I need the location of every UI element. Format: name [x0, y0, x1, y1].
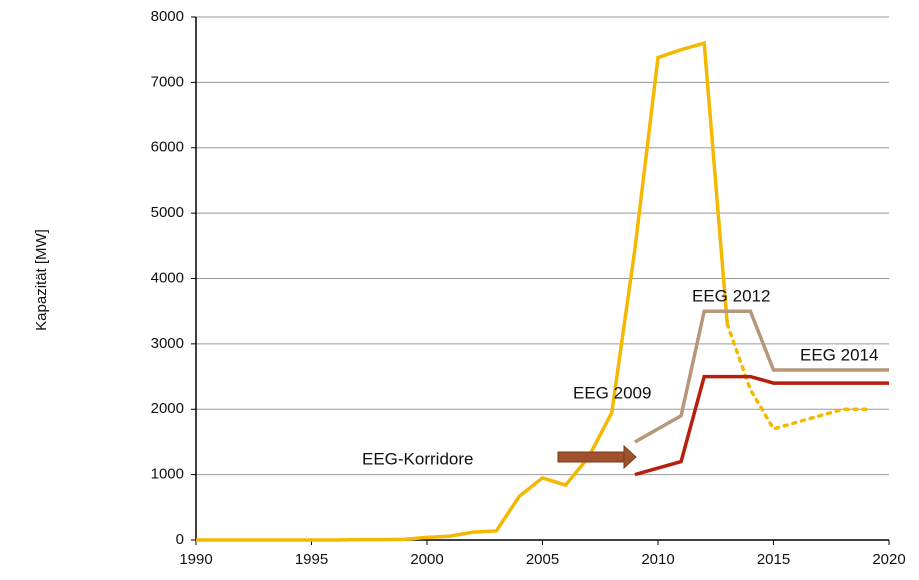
y-tick-label: 6000 — [151, 139, 184, 156]
y-tick-label: 0 — [176, 531, 184, 548]
x-tick-label: 2015 — [757, 551, 790, 568]
line-series — [634, 374, 889, 477]
y-tick-label: 2000 — [151, 400, 184, 417]
y-tick-label: 8000 — [151, 8, 184, 25]
x-tick-label: 1990 — [179, 551, 212, 568]
y-tick-label: 7000 — [151, 73, 184, 90]
annotation: EEG 2012 — [692, 286, 770, 305]
x-tick-label: 2020 — [872, 551, 905, 568]
arrow-body — [557, 451, 625, 463]
line-series — [196, 40, 730, 542]
x-tick-label: 1995 — [295, 551, 328, 568]
y-tick-label: 4000 — [151, 269, 184, 286]
x-tick-label: 2000 — [410, 551, 443, 568]
arrow-head — [623, 444, 637, 470]
x-tick-label: 2010 — [641, 551, 674, 568]
annotation: EEG 2009 — [573, 383, 651, 402]
y-tick-label: 5000 — [151, 204, 184, 221]
annotation: EEG 2014 — [800, 345, 878, 364]
line-series — [634, 309, 889, 444]
line-series — [725, 322, 868, 431]
x-tick-label: 2005 — [526, 551, 559, 568]
y-tick-label: 3000 — [151, 335, 184, 352]
y-axis-label: Kapazität [MW] — [33, 229, 50, 331]
annotation: EEG-Korridore — [362, 449, 473, 468]
y-tick-label: 1000 — [151, 466, 184, 483]
